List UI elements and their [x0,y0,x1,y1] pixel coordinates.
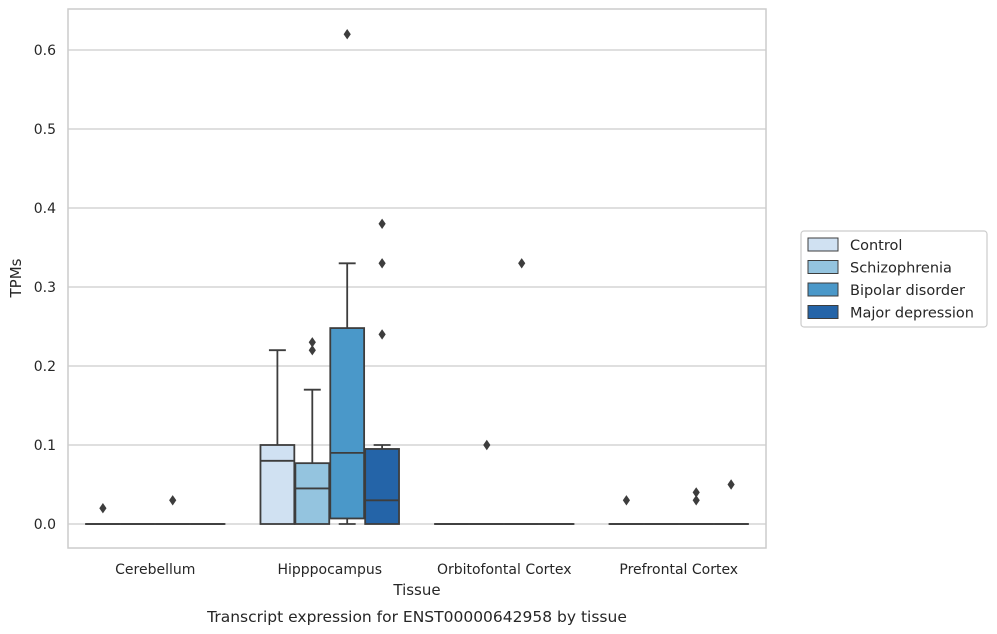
outlier-point [378,258,386,269]
box-iqr [329,327,366,520]
box-iqr [294,462,331,525]
legend-label: Schizophrenia [850,261,952,277]
plot-area-frame [67,8,767,549]
x-axis-label: Tissue [392,581,440,599]
x-tick-label: Hipppocampus [277,562,382,578]
outlier-point [518,258,526,269]
box [154,495,191,525]
y-tick-label: 0.5 [34,122,56,138]
box [294,337,331,525]
outlier-point [169,495,177,506]
outlier-point [343,29,351,40]
box [503,258,540,525]
outlier-point [727,479,735,490]
box [468,439,505,525]
legend-swatch [807,305,839,319]
y-tick-label: 0.4 [34,201,56,217]
x-tick-label: Cerebellum [115,562,195,578]
y-tick-label: 0.2 [34,359,56,375]
box [364,218,400,525]
outlier-point [483,439,491,451]
x-tick-label: Prefrontal Cortex [619,562,738,578]
legend-swatch [807,260,839,274]
x-axis-tick-labels: Cerebellum Hipppocampus Orbitofontal Corte… [115,562,738,578]
legend: Control Schizophrenia Bipolar disorder Majo… [800,230,988,328]
box [329,29,366,525]
box [678,487,715,525]
y-axis-label: TPMs [7,258,25,298]
chart-caption: Transcript expression for ENST0000064295… [206,608,627,626]
box [608,495,645,525]
series-group [119,337,680,525]
legend-label: Bipolar disorder [850,283,965,299]
outlier-point [378,329,386,340]
legend-label: Major depression [850,306,974,322]
series-group [85,349,645,525]
box-series [85,29,749,525]
outlier-point [99,503,107,514]
legend-swatch [807,237,839,252]
outlier-point [308,345,316,356]
box-iqr [364,448,400,525]
outlier-point [308,337,316,348]
legend-swatch [807,282,839,297]
outlier-point [692,487,700,498]
series-group [189,218,749,525]
series-group [154,29,715,525]
x-tick-label: Orbitofontal Cortex [437,562,572,578]
y-tick-label: 0.3 [34,280,56,296]
y-tick-label: 0.0 [34,517,56,533]
y-tick-label: 0.6 [34,43,56,59]
box-iqr [259,444,296,525]
box [259,349,296,525]
legend-label: Control [850,238,902,254]
y-tick-label: 0.1 [34,438,56,454]
box [85,503,121,525]
outlier-point [378,218,386,229]
y-axis-tick-labels: 0.0 0.1 0.2 0.3 0.4 0.5 0.6 [34,43,56,533]
legend-frame [800,230,988,328]
outlier-point [692,495,700,506]
gridlines [68,49,766,525]
box [713,479,749,525]
outlier-point [622,495,630,506]
